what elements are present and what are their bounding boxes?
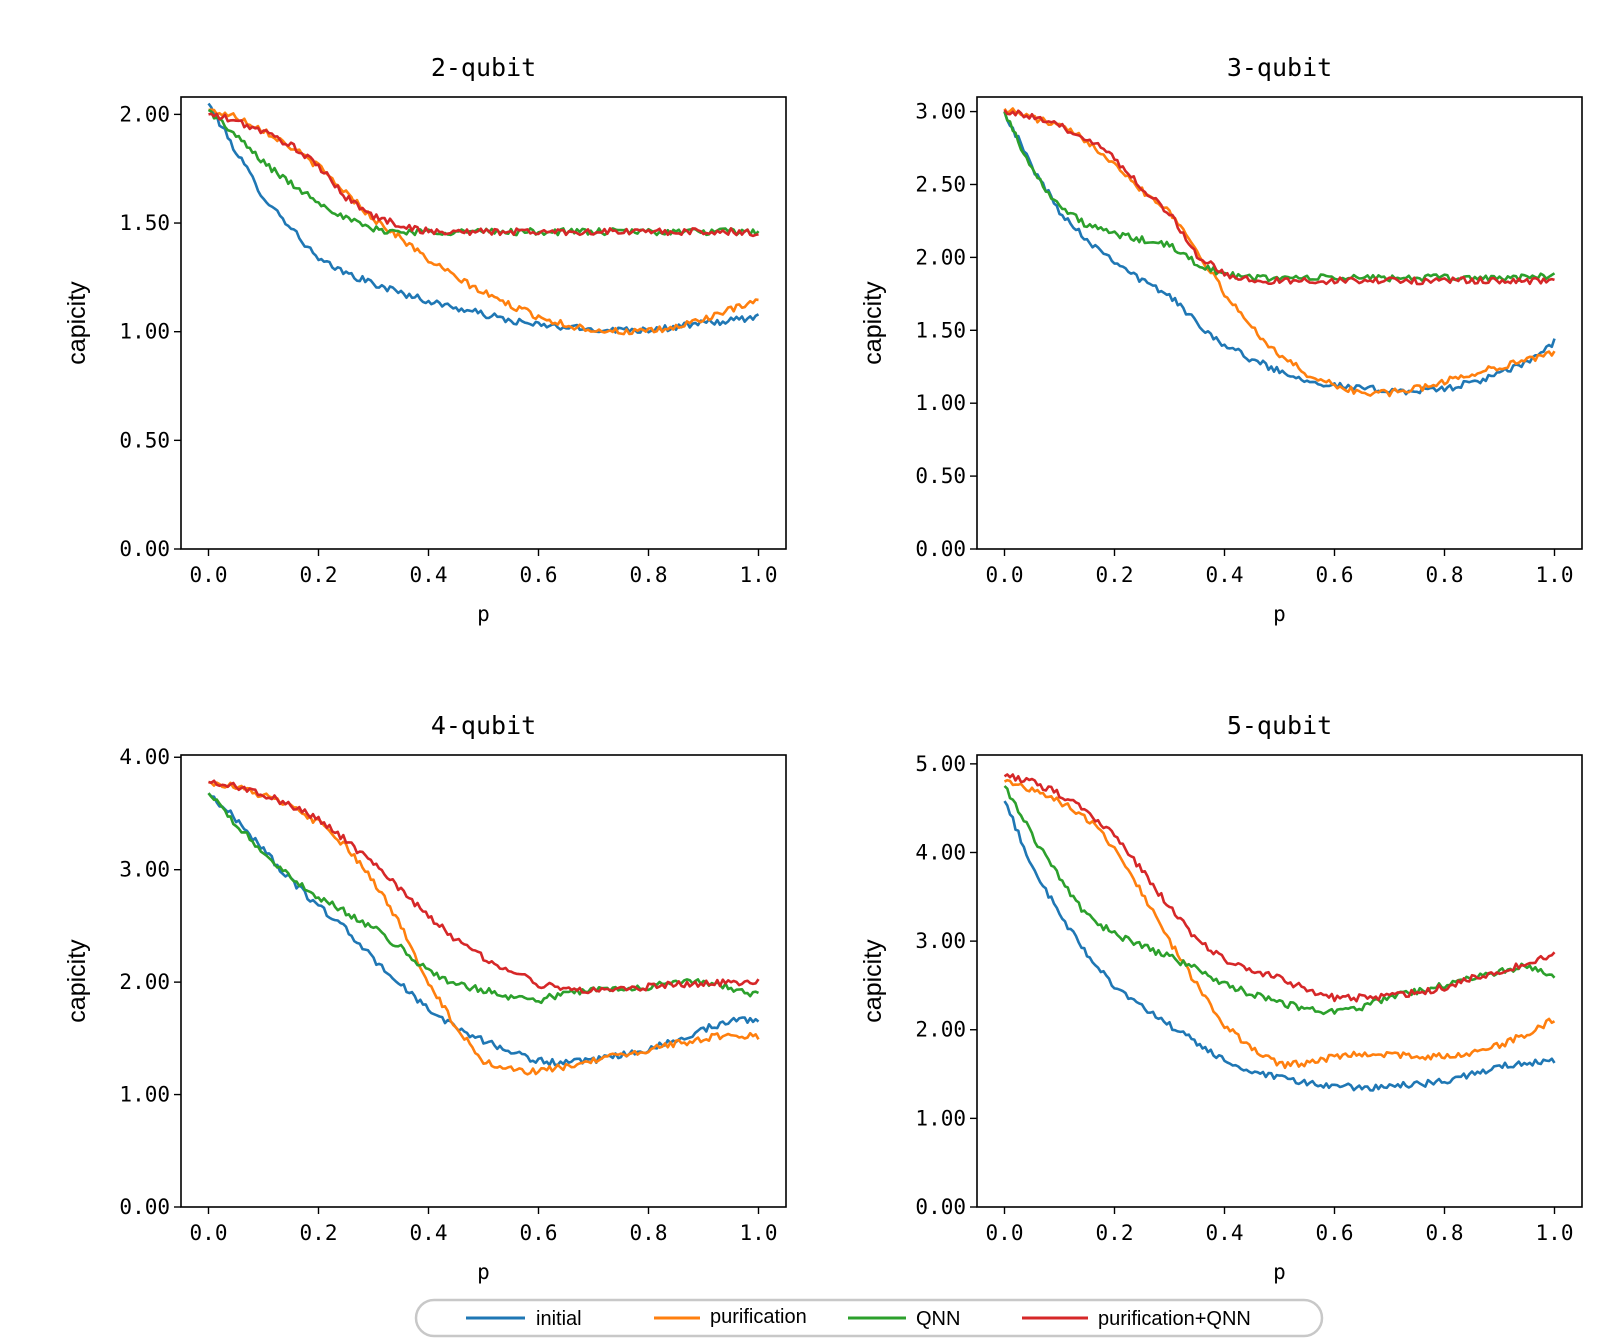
y-axis-label: capicity	[63, 939, 91, 1023]
x-tick-label: 0.4	[1206, 1221, 1244, 1245]
series-line-purification	[208, 780, 760, 1076]
y-tick-label: 0.00	[119, 537, 170, 561]
subplot-title: 4-qubit	[431, 711, 536, 740]
x-tick-label: 0.2	[300, 1221, 338, 1245]
subplot-1: 2-qubit 0.0 0.2 0.4 0.6 0.8 1.0 0.00 0.50 1.00 1.5…	[63, 53, 787, 626]
subplot-4: 5-qubit 0.0 0.2 0.4 0.6 0.8 1.0 0.00 1.00 2.00 3.0…	[859, 711, 1583, 1284]
series-line-initial	[1003, 800, 1556, 1092]
plot-frame	[180, 96, 787, 550]
y-tick-label: 1.00	[915, 1106, 966, 1130]
x-tick-label: 0.6	[520, 563, 558, 587]
y-tick-label: 1.50	[915, 318, 966, 342]
x-tick-label: 0.4	[410, 1221, 448, 1245]
x-tick-label: 0.6	[1316, 1221, 1354, 1245]
x-tick-label: 1.0	[1536, 1221, 1574, 1245]
series-line-purification-qnn	[1003, 773, 1556, 1003]
x-tick-label: 0.2	[1096, 563, 1134, 587]
subplot-title: 3-qubit	[1227, 53, 1332, 82]
y-tick-label: 0.50	[915, 464, 966, 488]
subplot-2: 3-qubit 0.0 0.2 0.4 0.6 0.8 1.0 0.00 0.50 1.00 1.5…	[859, 53, 1583, 626]
plot-frame	[976, 96, 1583, 550]
y-tick-label: 2.00	[119, 102, 170, 126]
x-tick-label: 0.6	[520, 1221, 558, 1245]
y-tick-label: 1.00	[119, 320, 170, 344]
x-axis-label: p	[477, 602, 490, 626]
x-tick-label: 0.8	[630, 1221, 668, 1245]
subplot-title: 5-qubit	[1227, 711, 1332, 740]
x-tick-label: 0.8	[1426, 1221, 1464, 1245]
x-axis-label: p	[1273, 602, 1286, 626]
x-tick-label: 0.0	[190, 1221, 228, 1245]
y-tick-label: 1.00	[119, 1083, 170, 1107]
x-axis-label: p	[1273, 1260, 1286, 1284]
series-line-purification-qnn	[1003, 109, 1555, 286]
x-tick-label: 0.4	[410, 563, 448, 587]
x-tick-label: 0.0	[190, 563, 228, 587]
x-tick-label: 0.0	[986, 1221, 1024, 1245]
legend-label-qnn: QNN	[916, 1308, 960, 1330]
legend-label-purification-qnn: purification+QNN	[1098, 1308, 1251, 1330]
y-tick-label: 4.00	[915, 840, 966, 864]
y-tick-label: 1.50	[119, 211, 170, 235]
y-tick-label: 3.00	[915, 929, 966, 953]
series-line-initial	[1003, 111, 1556, 396]
x-tick-label: 0.8	[630, 563, 668, 587]
legend: initial purification QNN purification+QN…	[414, 1298, 1324, 1338]
y-axis-label: capicity	[859, 281, 887, 365]
y-tick-label: 2.00	[915, 1018, 966, 1042]
x-tick-label: 1.0	[740, 563, 778, 587]
plot-frame	[180, 754, 787, 1208]
series-line-purification	[208, 108, 759, 336]
x-tick-label: 0.6	[1316, 563, 1354, 587]
subplot-title: 2-qubit	[431, 53, 536, 82]
subplot-3: 4-qubit 0.0 0.2 0.4 0.6 0.8 1.0 0.00 1.00 2.00 3.0…	[63, 711, 787, 1284]
x-tick-label: 0.2	[300, 563, 338, 587]
series-line-purification-qnn	[208, 779, 760, 995]
plot-frame	[976, 754, 1583, 1208]
y-tick-label: 2.00	[119, 970, 170, 994]
x-tick-label: 0.8	[1426, 563, 1464, 587]
y-axis-label: capicity	[63, 281, 91, 365]
y-tick-label: 0.00	[915, 537, 966, 561]
x-tick-label: 1.0	[740, 1221, 778, 1245]
y-tick-label: 0.50	[119, 428, 170, 452]
y-axis-label: capicity	[859, 939, 887, 1023]
y-tick-label: 5.00	[915, 752, 966, 776]
y-tick-label: 3.00	[915, 100, 966, 124]
y-tick-label: 3.00	[119, 858, 170, 882]
series-line-purification	[1003, 778, 1556, 1070]
legend-label-initial: initial	[536, 1308, 582, 1330]
y-tick-label: 2.50	[915, 172, 966, 196]
x-axis-label: p	[477, 1260, 490, 1284]
y-tick-label: 0.00	[915, 1195, 966, 1219]
series-line-purification-qnn	[208, 112, 759, 238]
y-tick-label: 1.00	[915, 391, 966, 415]
series-line-purification	[1003, 107, 1556, 398]
x-tick-label: 0.0	[986, 563, 1024, 587]
x-tick-label: 0.2	[1096, 1221, 1134, 1245]
legend-label-purification: purification	[710, 1306, 807, 1328]
y-tick-label: 2.00	[915, 245, 966, 269]
y-tick-label: 0.00	[119, 1195, 170, 1219]
y-tick-label: 4.00	[119, 745, 170, 769]
x-tick-label: 0.4	[1206, 563, 1244, 587]
x-tick-label: 1.0	[1536, 563, 1574, 587]
